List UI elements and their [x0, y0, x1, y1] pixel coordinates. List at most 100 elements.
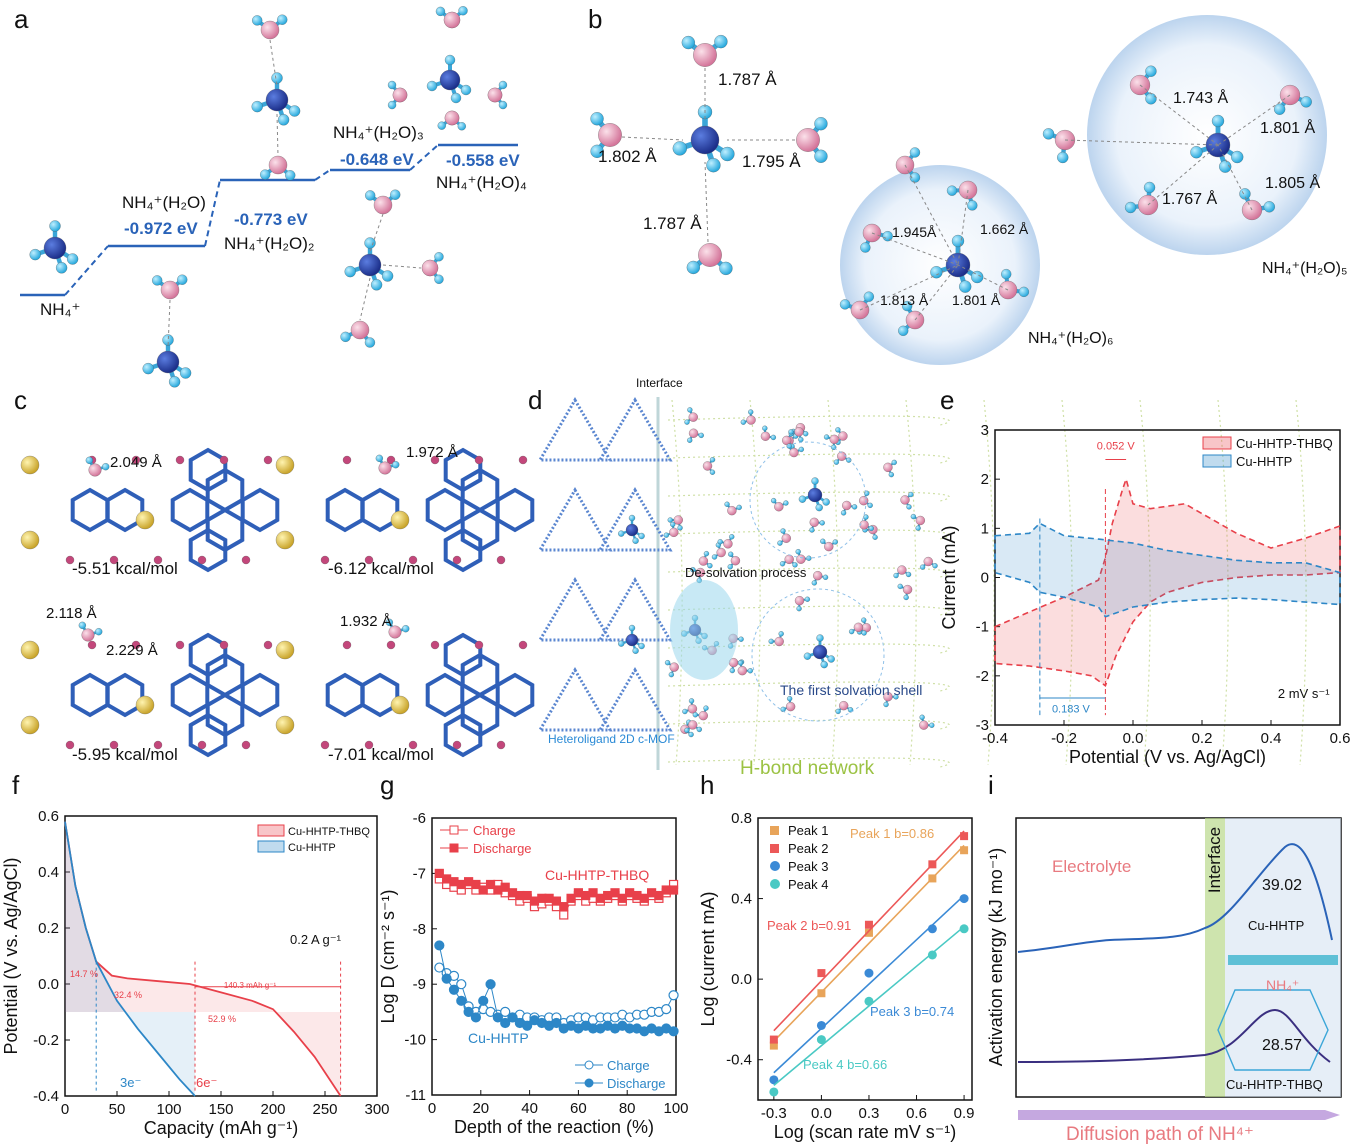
energy-connector [204, 179, 221, 247]
ring [70, 487, 110, 533]
bond [743, 419, 752, 424]
panel-a-energy-4: -0.558 eV [446, 151, 520, 170]
bond [903, 151, 917, 167]
desolvation-ellipse [670, 580, 738, 680]
bond [268, 18, 284, 32]
hydrogen-atom [863, 514, 869, 520]
x-tick-label: 0.0 [1123, 730, 1144, 747]
bond [440, 116, 453, 127]
y-axis-label: Potential (V vs. Ag/AgCl) [1, 857, 21, 1054]
data-point [492, 1012, 503, 1023]
bond [344, 328, 361, 339]
mof-triangle [537, 397, 613, 462]
hydrogen-atom [737, 660, 744, 666]
data-point [588, 893, 598, 903]
oxygen-atom [669, 527, 679, 537]
data-point [522, 1020, 533, 1031]
bond [917, 520, 922, 529]
c-energy-3: -7.01 kcal/mol [328, 745, 434, 764]
data-point [602, 1020, 613, 1031]
hydrogen-atom [715, 542, 722, 548]
bond [765, 435, 774, 439]
data-point [928, 860, 937, 869]
data-point [441, 968, 452, 979]
nitrogen-atom [812, 644, 828, 660]
solvation-shell-bottom [751, 588, 885, 722]
panel-a-state-2: NH₄⁺(H₂O)₂ [224, 234, 315, 253]
oxygen-atom [669, 662, 679, 672]
data-point [617, 1009, 628, 1020]
solvation-shell-top [749, 441, 867, 559]
hydrogen-atom [668, 671, 674, 678]
bond [1242, 192, 1255, 211]
y-axis-label: Log D (cm⁻² s⁻¹) [378, 889, 398, 1023]
legend-label: Peak 2 [788, 841, 828, 856]
data-point [456, 885, 466, 895]
bond [905, 589, 909, 598]
x-tick-label: 0 [61, 1101, 69, 1118]
bond [957, 264, 1009, 291]
y-tick-label: 0.6 [38, 808, 59, 825]
x-tick-label: 0.9 [954, 1105, 975, 1122]
bond [81, 624, 90, 636]
data-point [646, 890, 657, 901]
grid-line [905, 399, 917, 766]
hydrogen-atom [729, 667, 735, 674]
bond [733, 661, 742, 664]
bond [788, 698, 792, 707]
hydrogen-atom [867, 502, 873, 509]
oxygen-atom [728, 633, 738, 644]
grid-line [749, 399, 761, 766]
hydrogen-atom [820, 660, 828, 669]
annotation-interface: Interface [1205, 827, 1224, 893]
ring [460, 652, 500, 698]
data-point [581, 890, 591, 901]
oxygen-atom [746, 415, 756, 425]
y-tick-label: 0.2 [38, 920, 59, 937]
oxygen-atom [897, 565, 907, 575]
hydrogen-atom [814, 117, 828, 131]
bond [901, 569, 910, 576]
bond [708, 253, 728, 271]
hydrogen-atom [434, 252, 444, 262]
bond [368, 263, 389, 278]
hydrogen-atom [860, 242, 871, 253]
oxygen-atom [868, 524, 878, 535]
hydrogen-atom [888, 471, 894, 478]
ring [240, 672, 280, 718]
ring [443, 712, 483, 758]
ring [240, 487, 280, 533]
x-tick-label: 0.0 [811, 1105, 832, 1122]
data-point [769, 1075, 779, 1085]
bond [887, 461, 895, 469]
bond [905, 305, 917, 321]
bond [369, 213, 384, 253]
hydrogen-atom [55, 262, 68, 274]
copper-atom [390, 695, 410, 715]
x-axis-label: Capacity (mAh g⁻¹) [144, 1118, 299, 1138]
bond [935, 262, 959, 275]
diffusion-arrow [1018, 1110, 1340, 1120]
bond [147, 359, 169, 371]
hydrogen-atom [780, 706, 786, 712]
grid-line [1217, 399, 1229, 766]
hydrogen-atom [762, 425, 768, 431]
hydrogen-atom [688, 698, 695, 704]
copper-atom [20, 455, 40, 475]
oxygen-atom [1129, 74, 1151, 96]
bond [951, 188, 969, 193]
oxygen-atom [693, 43, 717, 67]
hydrogen-atom [804, 596, 811, 602]
hydrogen-atom [908, 491, 914, 498]
bond [620, 638, 633, 645]
x-tick-label: 0 [428, 1100, 436, 1117]
data-point [653, 1006, 665, 1018]
bond [677, 519, 682, 529]
c-dist-3: 1.932 Å [340, 613, 392, 630]
hydrogen-atom [66, 253, 79, 265]
hydrogen-atom [728, 551, 734, 557]
ring [105, 672, 145, 718]
data-point [559, 902, 569, 912]
hydrogen-atom [457, 122, 466, 131]
